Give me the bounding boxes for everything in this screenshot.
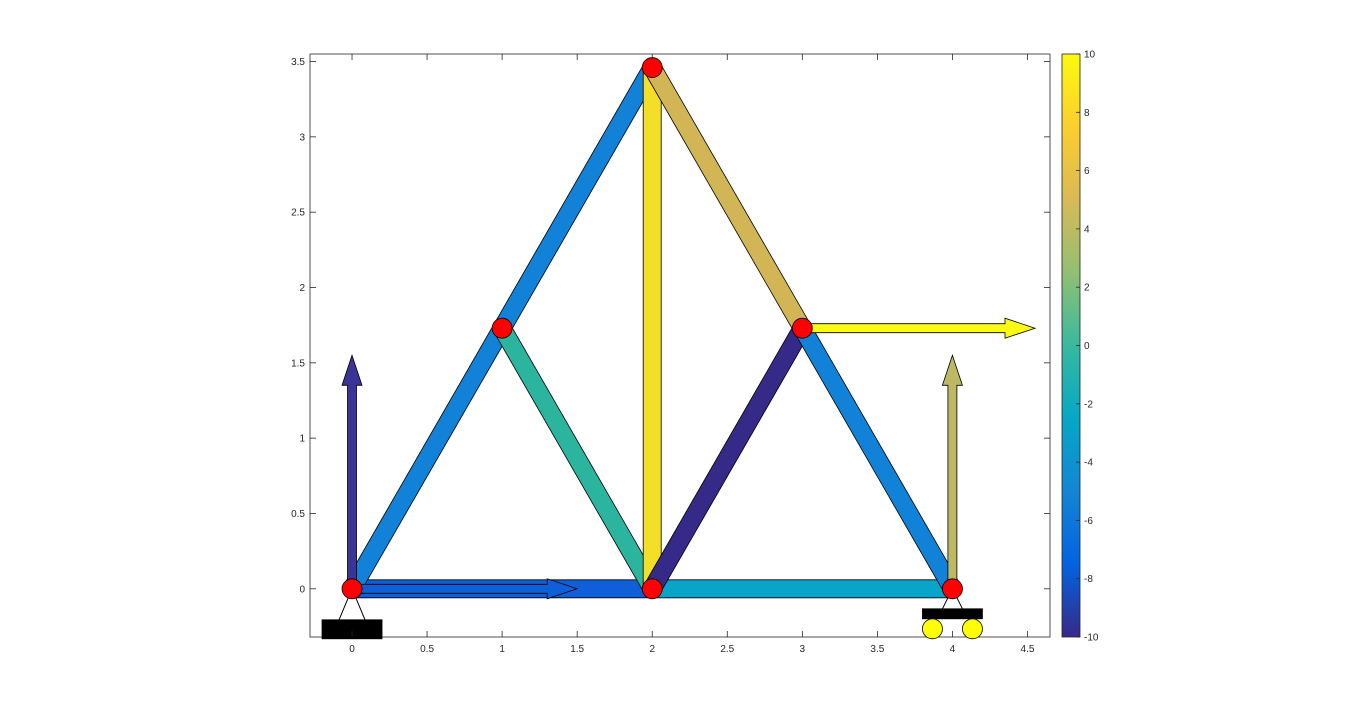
truss-node-4: [491, 317, 513, 339]
x-tick-label-0: 0: [349, 644, 355, 655]
x-tick-label-5: 2.5: [720, 644, 734, 655]
colorbar: -10 -8 -6 -4 -2 0 2 4 6 8 10: [1061, 50, 1099, 644]
truss-node-1: [341, 578, 363, 600]
colorbar-tick-label-2: -6: [1084, 516, 1093, 527]
truss-node-5: [791, 317, 813, 339]
colorbar-tick-label-9: 8: [1084, 108, 1090, 119]
roller-support-plate: [922, 608, 983, 620]
y-tick-label-6: 3: [299, 132, 305, 143]
y-tick-label-4: 2: [299, 283, 305, 294]
colorbar-tick-label-1: -8: [1084, 574, 1093, 585]
x-tick-label-1: 0.5: [420, 644, 434, 655]
truss-members: [343, 62, 961, 599]
colorbar-tick-label-3: -4: [1084, 458, 1093, 469]
y-tick-label-0: 0: [299, 584, 305, 595]
truss-node-3: [942, 578, 963, 600]
x-tick-label-2: 1: [499, 644, 505, 655]
x-tick-label-8: 4: [950, 644, 956, 655]
colorbar-tick-label-5: 0: [1084, 341, 1090, 352]
y-axis-ticks: 0 0.5 1 1.5 2 2.5 3 3.5: [291, 57, 1050, 595]
colorbar-tick-label-0: -10: [1084, 633, 1099, 644]
reaction-arrow-2: [941, 354, 963, 590]
pinned-support-block: [321, 619, 383, 640]
colorbar-tick-label-10: 10: [1084, 50, 1096, 61]
y-tick-label-7: 3.5: [291, 57, 305, 68]
load-arrow-2: [801, 317, 1037, 339]
colorbar-tick-label-7: 4: [1084, 224, 1090, 235]
truss-nodes: [341, 57, 963, 600]
truss-node-2: [641, 578, 663, 600]
x-tick-label-3: 1.5: [570, 644, 584, 655]
truss-node-6: [641, 57, 663, 78]
x-tick-label-9: 4.5: [1021, 644, 1035, 655]
colorbar-tick-label-4: -2: [1084, 399, 1093, 410]
force-arrows: [341, 317, 1037, 600]
supports: [321, 587, 983, 640]
x-tick-label-4: 2: [649, 644, 655, 655]
load-arrow-1: [351, 578, 579, 600]
colorbar-tick-label-6: 2: [1084, 283, 1090, 294]
y-tick-label-3: 1.5: [291, 358, 305, 369]
truss-member-6: [642, 67, 662, 590]
x-tick-label-6: 3: [800, 644, 806, 655]
y-tick-label-1: 0.5: [291, 509, 305, 520]
x-axis-ticks: 0 0.5 1 1.5 2 2.5 3 3.5 4 4.5: [349, 54, 1035, 655]
y-tick-label-2: 1: [299, 434, 305, 445]
x-tick-label-7: 3.5: [870, 644, 884, 655]
truss-member-2: [651, 579, 953, 599]
y-tick-label-5: 2.5: [291, 208, 305, 219]
roller-wheel-left: [922, 618, 943, 640]
reaction-arrow-1: [341, 354, 363, 590]
colorbar-tick-label-8: 6: [1084, 166, 1090, 177]
roller-wheel-right: [962, 618, 983, 640]
